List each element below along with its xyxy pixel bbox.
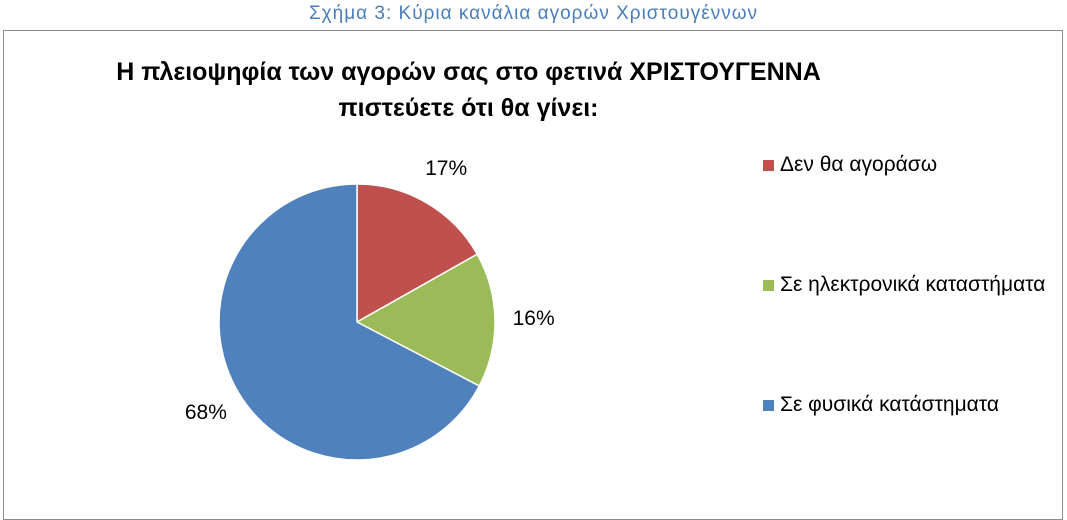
data-label: 68%	[185, 401, 227, 424]
legend-label: Δεν θα αγοράσω	[780, 153, 938, 176]
pie-slice	[355, 253, 496, 387]
legend-label: Σε ηλεκτρονικά καταστήματα	[780, 273, 1046, 296]
legend-label: Σε φυσικά κατάστηματα	[780, 393, 999, 416]
pie-slice	[218, 183, 481, 461]
pie-slice	[356, 183, 479, 324]
legend-swatch	[763, 400, 774, 411]
data-label: 17%	[425, 157, 467, 180]
chart-title: Η πλειοψηφία των αγορών σας στο φετινά Χ…	[116, 58, 821, 122]
legend-swatch	[763, 280, 774, 291]
legend-swatch	[763, 160, 774, 171]
data-label: 16%	[513, 307, 555, 330]
caption: Σχήμα 3: Κύρια κανάλια αγορών Χριστουγέν…	[308, 3, 759, 24]
